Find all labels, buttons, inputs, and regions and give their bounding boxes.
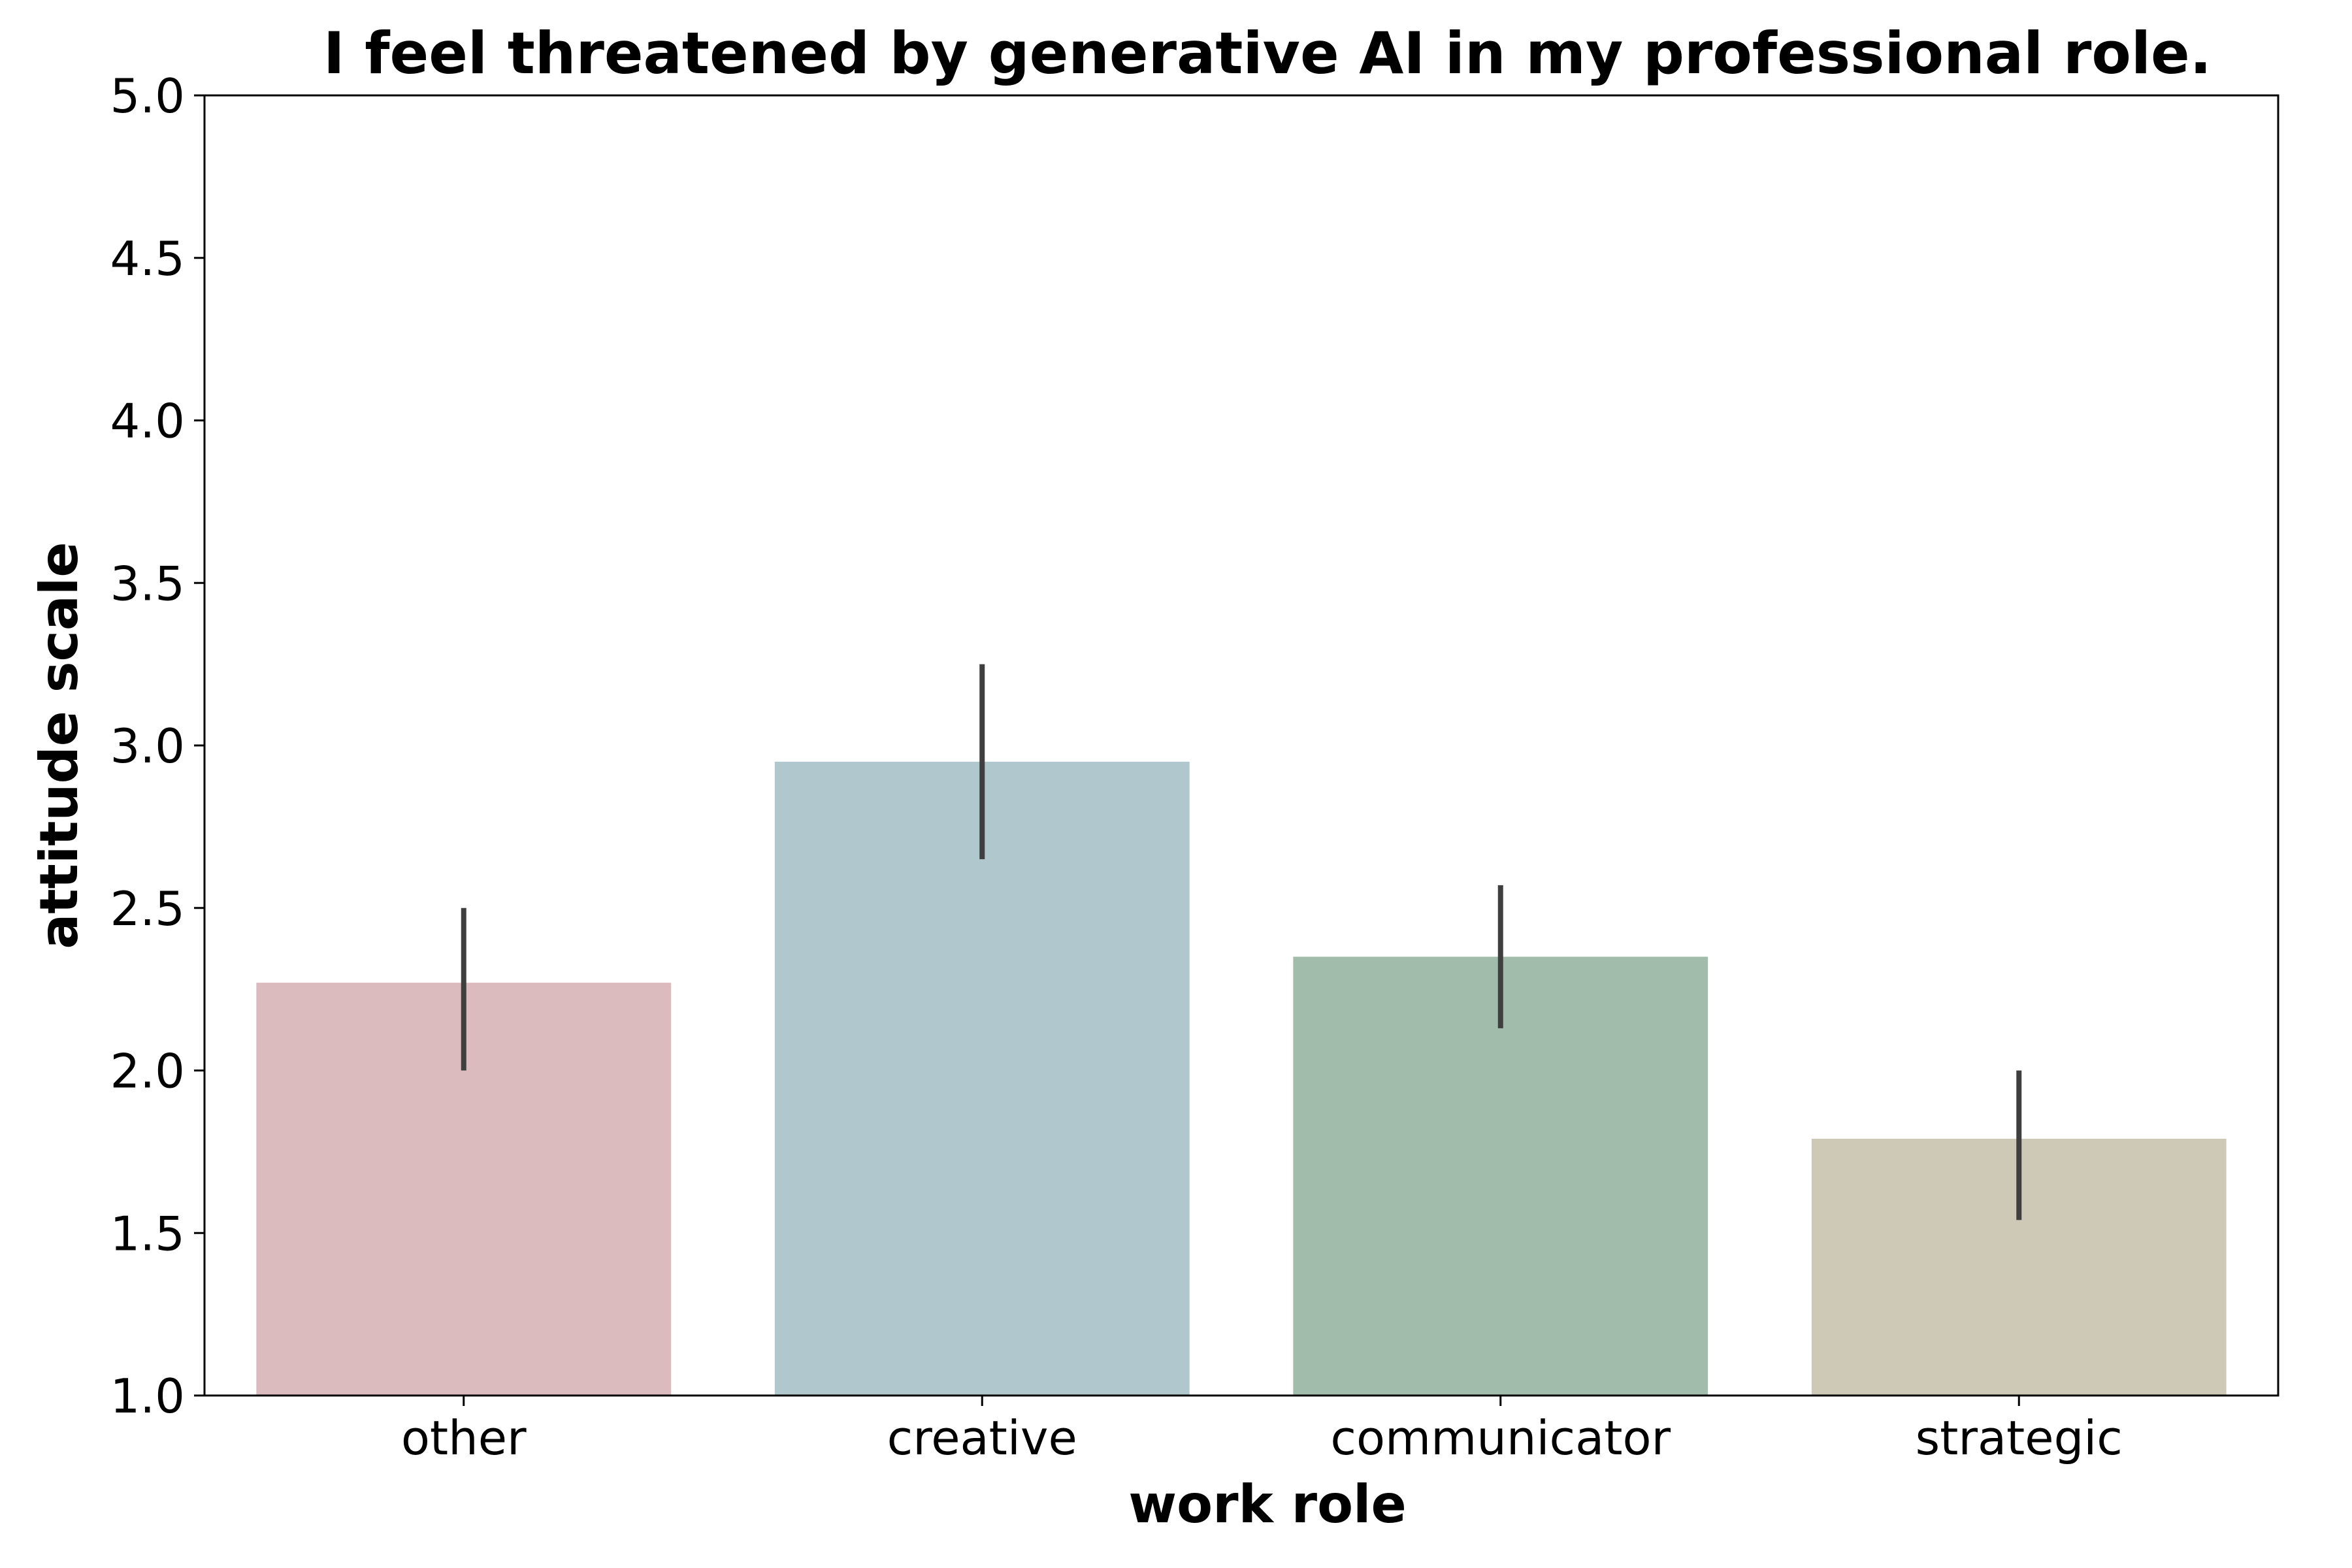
y-tick-label-4.5: 4.5 [110, 231, 185, 286]
chart-title: I feel threatened by generative AI in my… [323, 20, 2212, 87]
error-bars-group [461, 664, 2022, 1220]
y-tick-label-3.5: 3.5 [110, 556, 185, 611]
y-tick-label-5.0: 5.0 [110, 69, 185, 123]
bars-group [256, 761, 2227, 1396]
x-axis-label: work role [1128, 1474, 1406, 1535]
bar-creative [774, 761, 1190, 1396]
x-tick-label-strategic: strategic [1916, 1411, 2123, 1465]
x-axis: other creative communicator strategic [401, 1396, 2123, 1465]
bar-communicator [1293, 956, 1708, 1396]
x-tick-label-other: other [401, 1411, 527, 1465]
y-tick-label-1.0: 1.0 [110, 1369, 185, 1424]
y-axis-label: attitude scale [29, 542, 90, 949]
x-tick-label-creative: creative [887, 1411, 1077, 1465]
y-tick-label-1.5: 1.5 [110, 1206, 185, 1261]
y-tick-label-2.5: 2.5 [110, 881, 185, 936]
plot-frame [203, 94, 2279, 1397]
x-tick-label-communicator: communicator [1330, 1411, 1671, 1465]
y-tick-label-3.0: 3.0 [110, 719, 185, 774]
y-tick-label-4.0: 4.0 [110, 394, 185, 449]
y-tick-label-2.0: 2.0 [110, 1044, 185, 1099]
y-axis: 1.0 1.5 2.0 2.5 3.0 3.5 4.0 4.5 5.0 [110, 69, 204, 1424]
